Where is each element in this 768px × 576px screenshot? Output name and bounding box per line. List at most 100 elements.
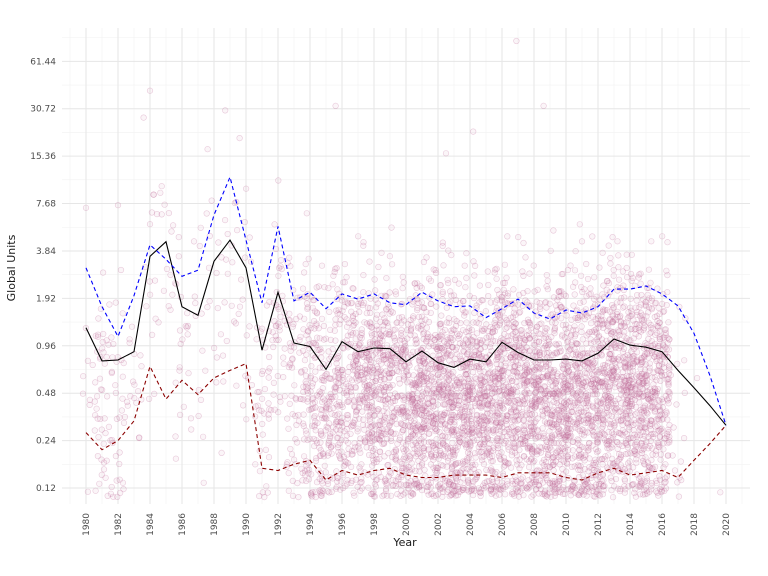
scatter-point (275, 320, 282, 327)
scatter-point (511, 364, 518, 371)
scatter-point (261, 410, 268, 417)
scatter-point (184, 310, 191, 317)
scatter-point (297, 395, 304, 402)
scatter-point (310, 297, 317, 304)
scatter-point (645, 319, 652, 326)
scatter-point (188, 426, 195, 433)
scatter-point (310, 339, 317, 347)
scatter-point (317, 439, 324, 446)
scatter-point (84, 488, 91, 495)
scatter-point (540, 456, 548, 464)
scatter-point (302, 378, 309, 385)
scatter-point (388, 224, 395, 231)
scatter-point (614, 238, 621, 245)
scatter-point (262, 446, 270, 454)
scatter-point (418, 284, 426, 292)
scatter-point (276, 264, 283, 272)
scatter-point (416, 484, 423, 491)
scatter-point (439, 296, 446, 303)
scatter-point (635, 324, 642, 331)
scatter-point (98, 426, 105, 433)
scatter-point (573, 308, 580, 315)
scatter-point (437, 282, 444, 289)
scatter-point (624, 397, 631, 404)
scatter-point (599, 249, 606, 256)
scatter-point (605, 452, 612, 459)
scatter-point (621, 322, 629, 330)
scatter-point (516, 382, 523, 389)
scatter-point (470, 478, 477, 485)
scatter-point (340, 279, 347, 286)
scatter-point (272, 323, 279, 330)
scatter-point (100, 349, 107, 356)
scatter-point (303, 300, 311, 307)
scatter-point (465, 477, 472, 484)
scatter-point (494, 478, 501, 485)
scatter-point (238, 276, 245, 283)
scatter-point (289, 355, 296, 362)
scatter-point (191, 293, 198, 300)
scatter-point (563, 426, 571, 434)
scatter-point (363, 383, 371, 390)
scatter-point (289, 411, 296, 418)
scatter-point (535, 433, 542, 440)
scatter-point (577, 417, 585, 424)
scatter-point (431, 336, 438, 344)
scatter-point (266, 406, 273, 413)
scatter-point (512, 486, 520, 493)
scatter-point (421, 438, 428, 446)
scatter-point (312, 457, 320, 465)
scatter-point (197, 224, 204, 231)
scatter-point (543, 325, 550, 332)
scatter-point (409, 301, 416, 308)
scatter-point (228, 302, 235, 309)
scatter-point (629, 311, 636, 318)
scatter-point (624, 444, 632, 451)
scatter-point (300, 420, 307, 427)
scatter-point (443, 463, 451, 470)
scatter-point (463, 275, 470, 282)
scatter-point (413, 394, 421, 402)
scatter-point (293, 315, 300, 323)
scatter-point (280, 360, 287, 367)
scatter-point (269, 337, 276, 344)
scatter-point (438, 332, 445, 339)
scatter-point (557, 452, 565, 460)
scatter-point (555, 402, 562, 409)
scatter-point (462, 284, 469, 291)
scatter-point (363, 320, 371, 327)
scatter-point (395, 476, 402, 483)
scatter-point (360, 289, 367, 296)
scatter-point (363, 350, 370, 357)
scatter-point (547, 247, 554, 254)
scatter-point (445, 280, 452, 287)
scatter-point (440, 262, 447, 269)
scatter-point (155, 319, 162, 326)
scatter-point (427, 309, 434, 317)
scatter-point (235, 310, 242, 318)
scatter-point (326, 399, 333, 406)
scatter-point (607, 474, 614, 481)
scatter-point (583, 311, 590, 318)
scatter-point (313, 309, 320, 316)
scatter-point (116, 489, 124, 497)
scatter-point (305, 328, 312, 335)
scatter-point (492, 299, 499, 306)
scatter-point (433, 269, 440, 277)
scatter-point (304, 384, 311, 391)
scatter-point (103, 393, 111, 400)
scatter-point (459, 486, 467, 494)
scatter-point (270, 343, 277, 351)
scatter-point (131, 395, 138, 402)
scatter-point (265, 374, 272, 381)
scatter-point (165, 210, 172, 217)
scatter-point (323, 404, 330, 411)
scatter-point (399, 409, 406, 416)
scatter-point (240, 402, 247, 409)
scatter-point (307, 388, 314, 395)
scatter-point (223, 256, 230, 263)
scatter-point (493, 275, 500, 282)
scatter-point (294, 480, 301, 487)
scatter-point (223, 337, 230, 345)
scatter-point (254, 389, 261, 396)
